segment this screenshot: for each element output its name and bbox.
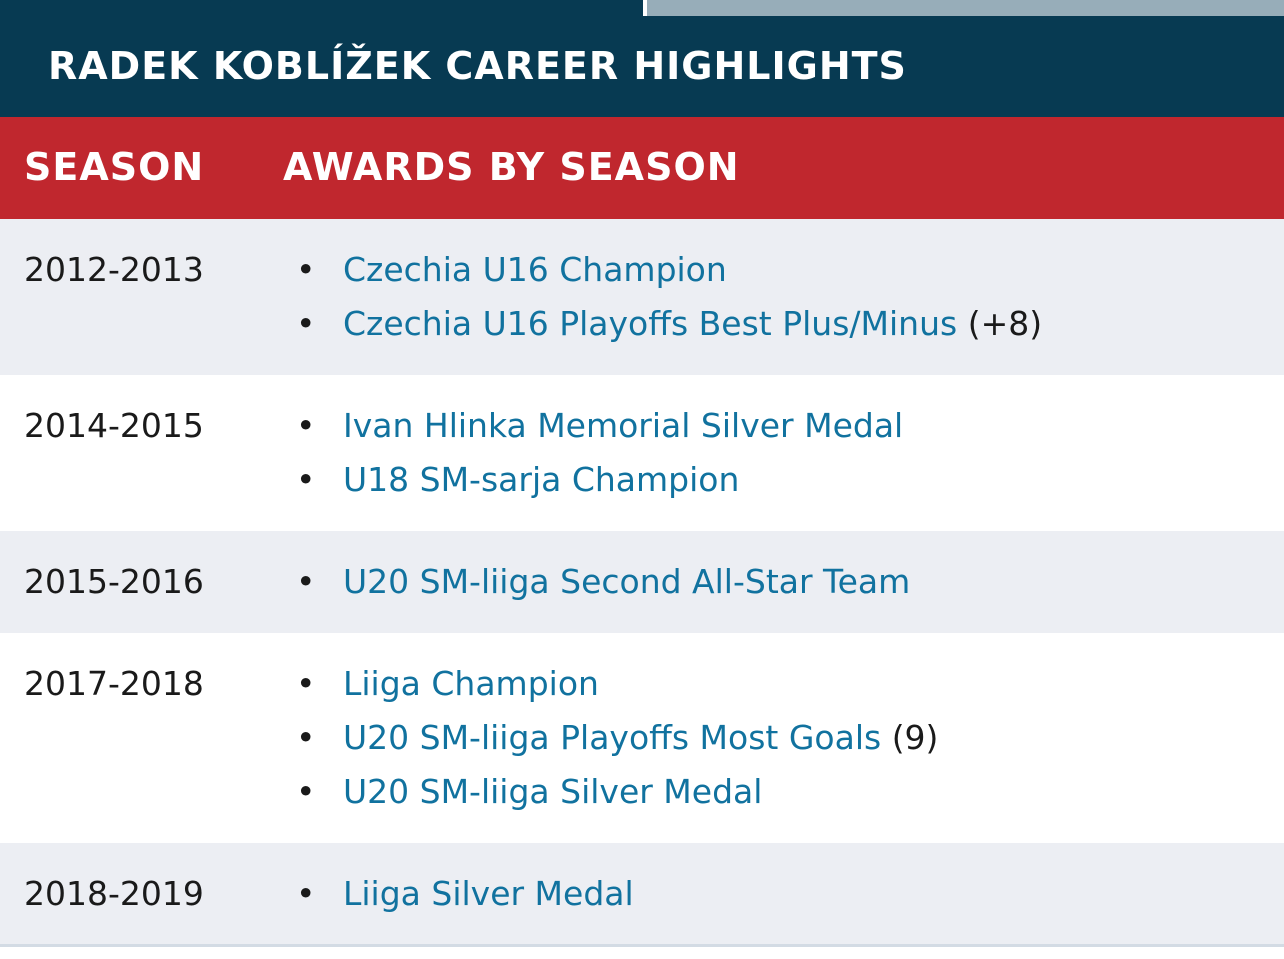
bullet-icon: • (296, 874, 316, 913)
season-cell: 2017-2018 (24, 664, 204, 703)
award-link[interactable]: Czechia U16 Champion (343, 250, 727, 289)
table-bottom-border (0, 944, 1284, 947)
title-bar: RADEK KOBLÍŽEK CAREER HIGHLIGHTS (0, 16, 1284, 117)
award-link[interactable]: Liiga Silver Medal (343, 874, 634, 913)
table-row: 2012-2013 • Czechia U16 Champion • Czech… (0, 219, 1284, 375)
table-row: 2014-2015 • Ivan Hlinka Memorial Silver … (0, 375, 1284, 531)
award-link[interactable]: U20 SM-liiga Silver Medal (343, 772, 763, 811)
season-cell: 2015-2016 (24, 562, 204, 601)
bullet-icon: • (296, 664, 316, 703)
tab-strip (0, 0, 1284, 16)
award-link[interactable]: U20 SM-liiga Playoffs Most Goals (343, 718, 882, 757)
award-link[interactable]: U20 SM-liiga Second All-Star Team (343, 562, 911, 601)
tab-inactive[interactable] (643, 0, 1284, 16)
season-cell: 2012-2013 (24, 250, 204, 289)
season-cell: 2014-2015 (24, 406, 204, 445)
season-cell: 2018-2019 (24, 874, 204, 913)
table-title: RADEK KOBLÍŽEK CAREER HIGHLIGHTS (48, 44, 907, 88)
bullet-icon: • (296, 406, 316, 445)
award-note: (+8) (967, 304, 1043, 343)
table-row: 2017-2018 • Liiga Champion • U20 SM-liig… (0, 633, 1284, 843)
award-link[interactable]: Ivan Hlinka Memorial Silver Medal (343, 406, 904, 445)
bullet-icon: • (296, 304, 316, 343)
table-row: 2018-2019 • Liiga Silver Medal (0, 843, 1284, 944)
awards-column-header: AWARDS BY SEASON (283, 145, 740, 189)
bullet-icon: • (296, 250, 316, 289)
bullet-icon: • (296, 562, 316, 601)
table-body: 2012-2013 • Czechia U16 Champion • Czech… (0, 219, 1284, 944)
award-link[interactable]: Liiga Champion (343, 664, 599, 703)
award-note: (9) (891, 718, 939, 757)
bullet-icon: • (296, 718, 316, 757)
bullet-icon: • (296, 460, 316, 499)
award-link[interactable]: U18 SM-sarja Champion (343, 460, 740, 499)
bullet-icon: • (296, 772, 316, 811)
award-link[interactable]: Czechia U16 Playoffs Best Plus/Minus (343, 304, 958, 343)
season-column-header: SEASON (24, 145, 205, 189)
table-row: 2015-2016 • U20 SM-liiga Second All-Star… (0, 531, 1284, 633)
table-header-row: SEASON AWARDS BY SEASON (0, 117, 1284, 219)
